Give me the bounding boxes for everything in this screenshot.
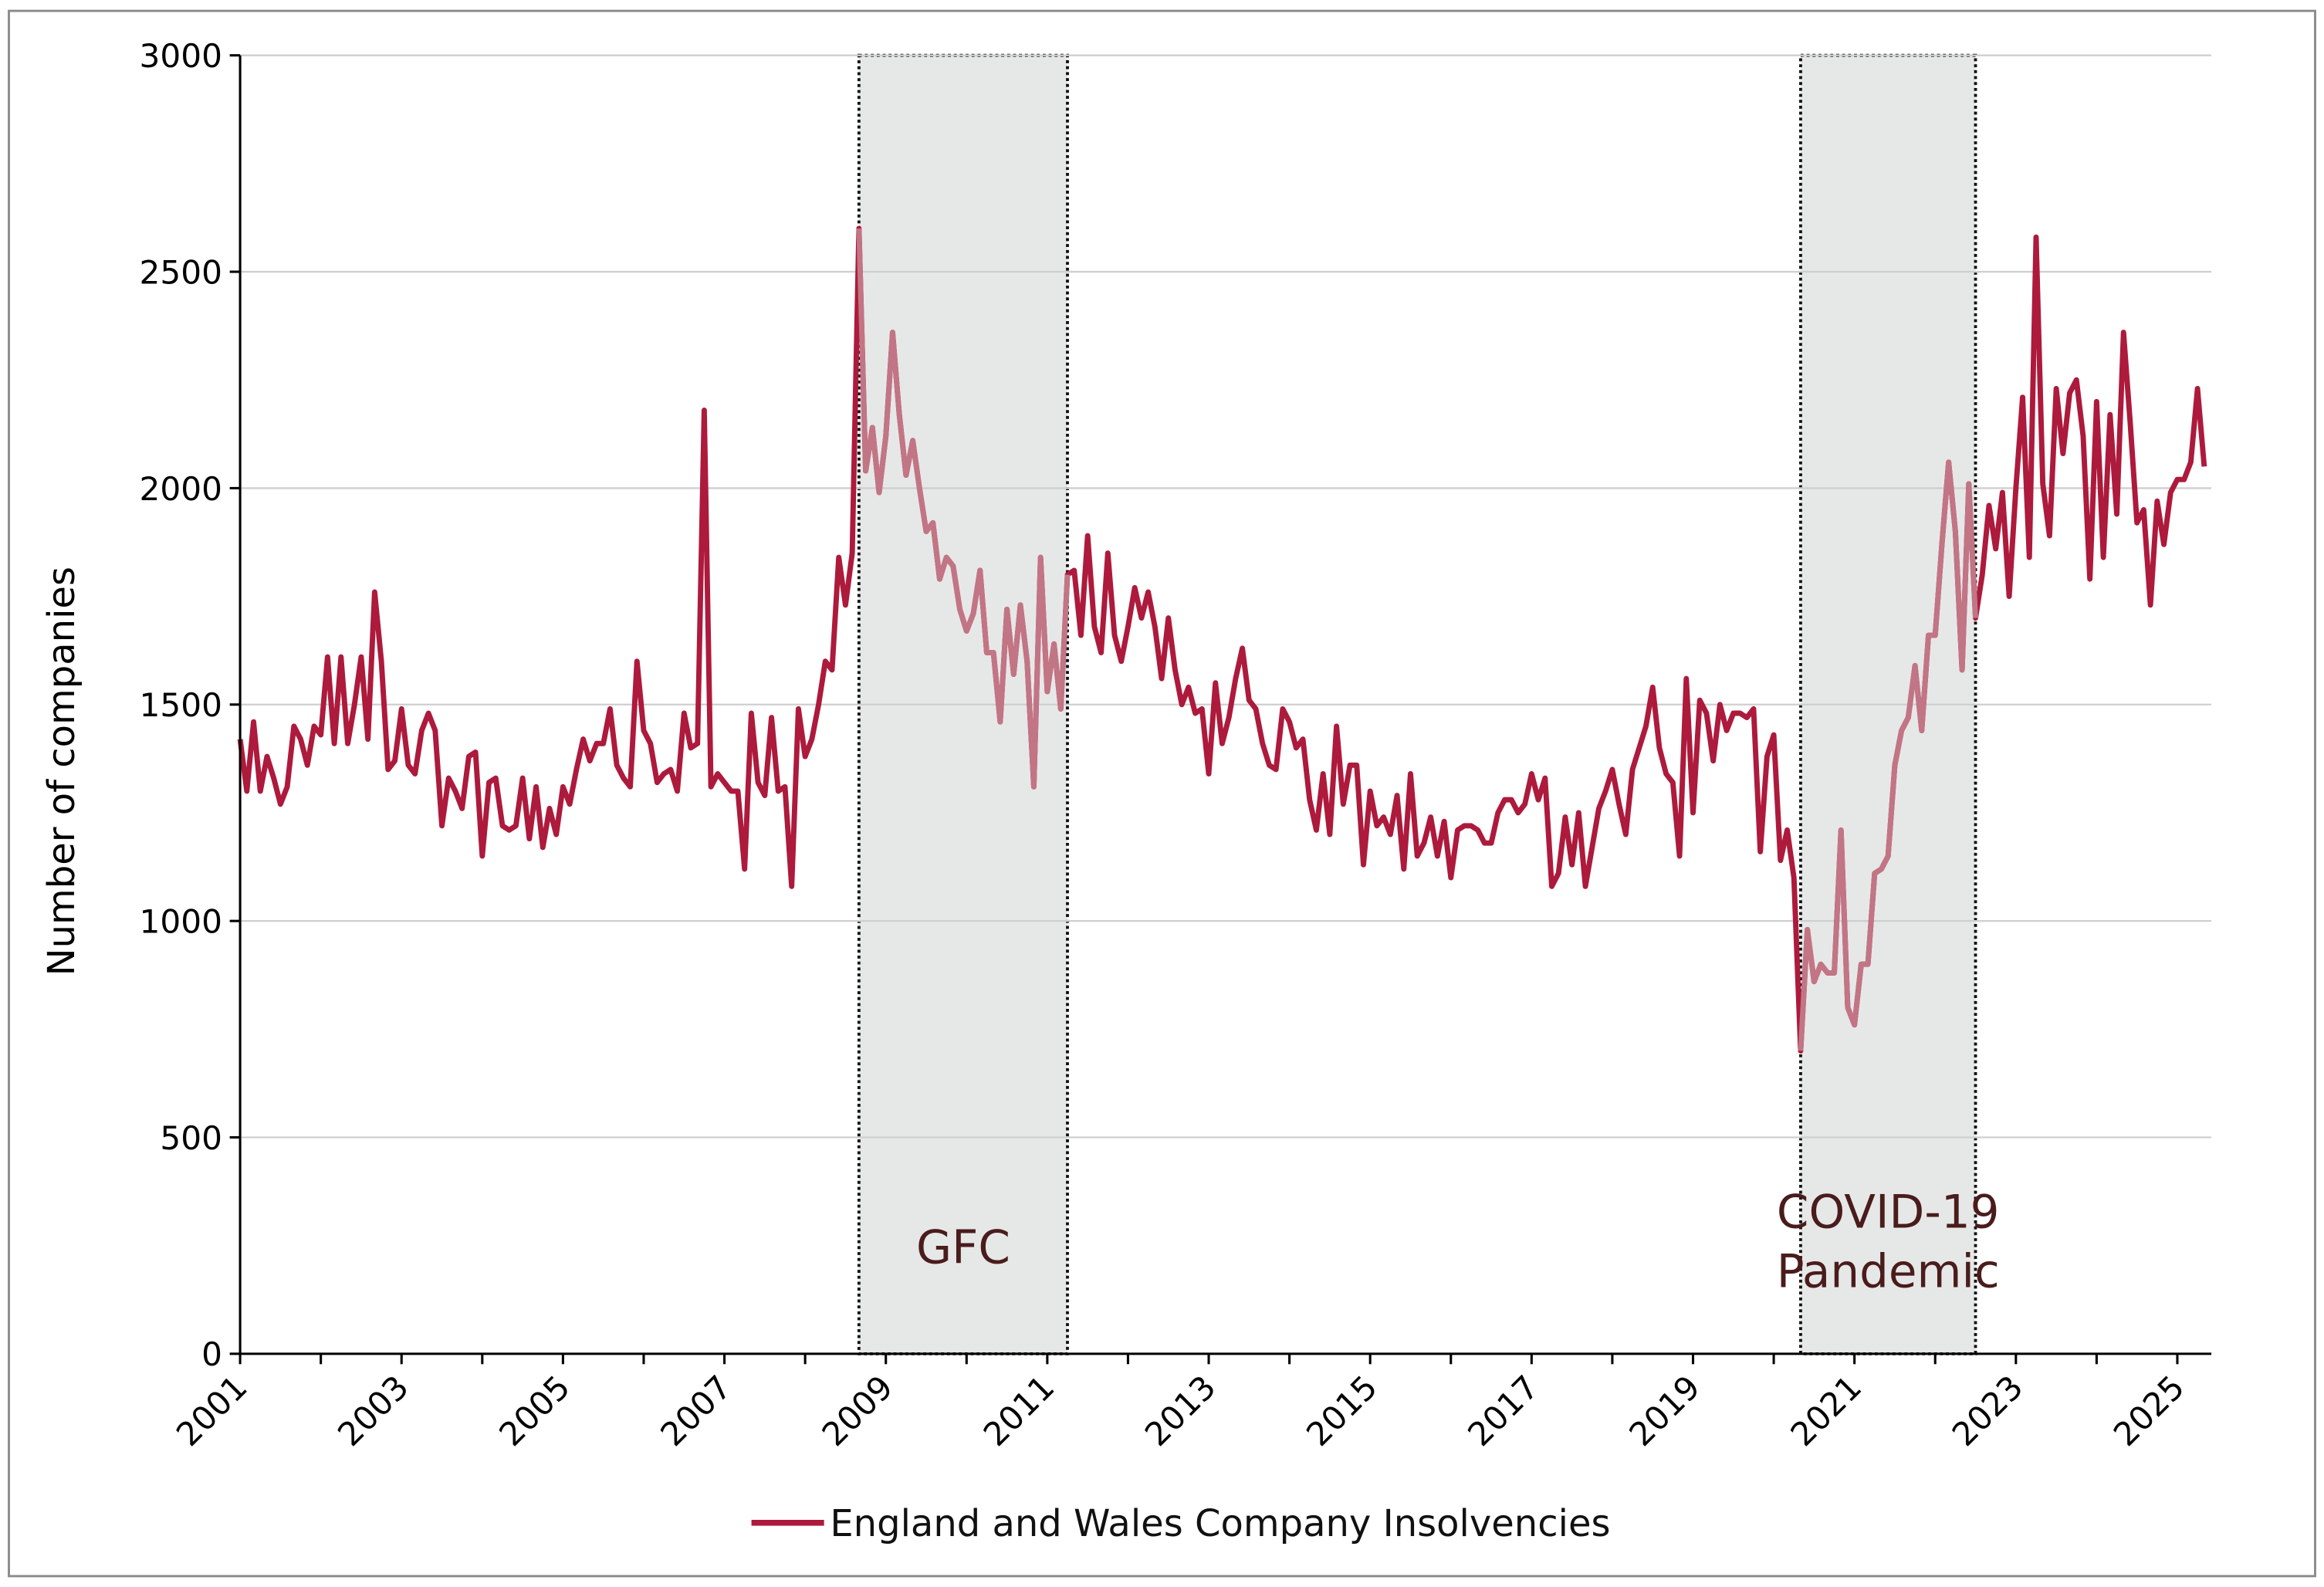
annotation-label: Pandemic <box>1777 1245 2000 1298</box>
y-tick-label: 2500 <box>140 253 222 291</box>
y-tick-label: 2000 <box>140 470 222 508</box>
y-tick-label: 1500 <box>140 686 222 724</box>
annotation-label: GFC <box>916 1222 1010 1275</box>
series-line-shaded <box>856 228 1071 790</box>
y-tick-label: 500 <box>160 1119 222 1157</box>
y-tick-label: 0 <box>201 1335 222 1373</box>
y-axis-label: Number of companies <box>40 567 83 976</box>
series-line-shaded <box>1798 459 1978 1051</box>
legend: England and Wales Company Insolvencies <box>751 1502 1610 1545</box>
y-tick-label: 3000 <box>140 37 222 75</box>
annotation-label: COVID-19 <box>1777 1186 2000 1240</box>
y-tick-label: 1000 <box>140 903 222 941</box>
legend-label: England and Wales Company Insolvencies <box>830 1502 1610 1545</box>
